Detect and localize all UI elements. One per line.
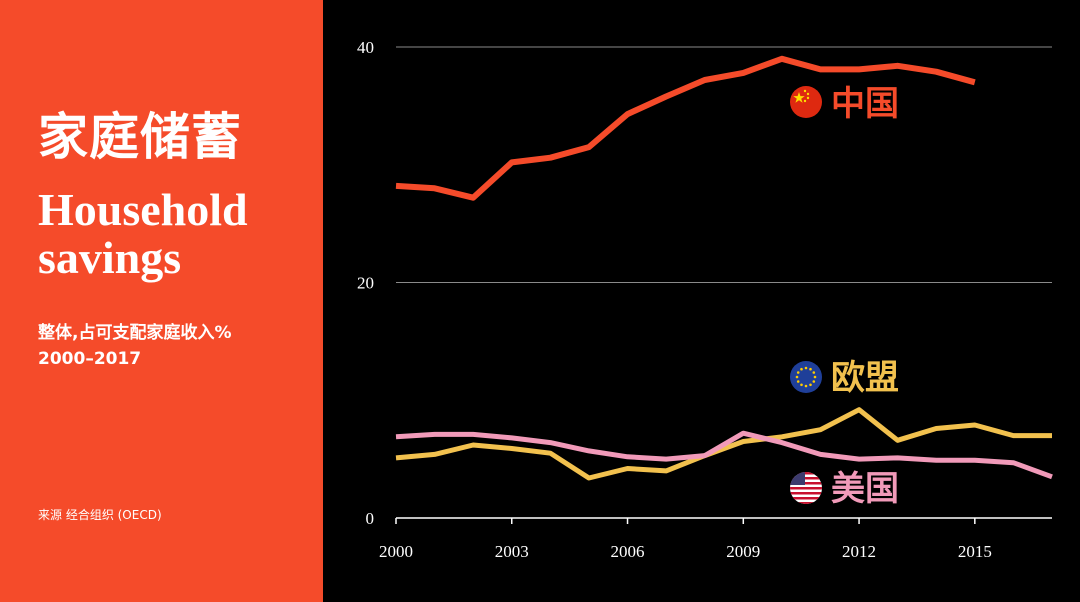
us-flag-icon: [790, 472, 822, 504]
series-line-china: [395, 55, 976, 201]
x-tick-label: 2009: [726, 542, 760, 561]
title-english: Household savings: [38, 184, 248, 283]
eu-flag-icon: [790, 361, 822, 393]
y-axis-labels: 0 20 40: [357, 38, 374, 528]
x-tick-label: 2015: [958, 542, 992, 561]
title-chinese: 家庭储蓄: [38, 108, 242, 166]
title-panel: 家庭储蓄 Household savings 整体,占可支配家庭收入% 2000…: [0, 0, 323, 602]
series-label-china: 中国: [790, 84, 899, 124]
gridlines: [396, 46, 1052, 283]
x-tick-label: 2012: [842, 542, 876, 561]
subtitle-period: 2000–2017: [38, 349, 142, 369]
x-axis: [395, 517, 1052, 524]
y-tick-label: 40: [357, 38, 374, 57]
x-tick-label: 2000: [379, 542, 413, 561]
line-chart: 0 20 40 2000 2003 2006 2009 2012 2015 中国: [357, 38, 1053, 561]
x-tick-label: 2006: [611, 542, 645, 561]
subtitle: 整体,占可支配家庭收入% 2000–2017: [38, 320, 232, 372]
x-axis-labels: 2000 2003 2006 2009 2012 2015: [379, 542, 992, 561]
y-tick-label: 20: [357, 274, 374, 293]
series-lines: [395, 55, 1053, 481]
china-flag-icon: [790, 86, 822, 118]
series-label-us-text: 美国: [831, 469, 899, 509]
series-line-eu: [395, 407, 1052, 481]
series-label-eu-text: 欧盟: [831, 358, 899, 398]
subtitle-measure: 整体,占可支配家庭收入%: [38, 323, 232, 343]
series-label-china-text: 中国: [831, 84, 899, 124]
series-label-us: 美国: [790, 469, 899, 509]
source-note: 来源 经合组织 (OECD): [38, 508, 162, 522]
x-tick-label: 2003: [495, 542, 529, 561]
series-label-eu: 欧盟: [790, 358, 899, 398]
y-tick-label: 0: [366, 509, 375, 528]
series-line-us: [395, 430, 1053, 480]
